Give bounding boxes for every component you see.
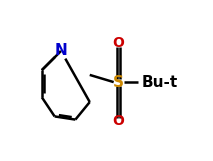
Text: N: N (55, 43, 67, 58)
Text: O: O (112, 36, 124, 50)
Text: O: O (112, 114, 124, 128)
Text: Bu-t: Bu-t (142, 75, 178, 90)
Text: S: S (113, 75, 124, 90)
